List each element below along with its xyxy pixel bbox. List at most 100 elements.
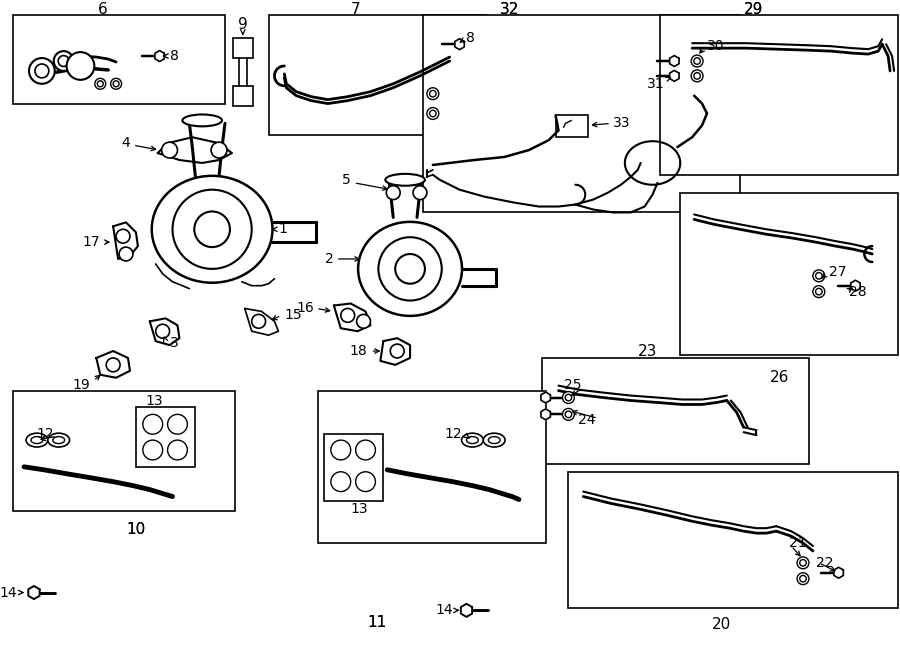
Circle shape xyxy=(356,315,371,329)
Circle shape xyxy=(341,309,355,323)
Text: 29: 29 xyxy=(743,2,763,17)
Circle shape xyxy=(694,58,700,64)
Ellipse shape xyxy=(489,437,500,444)
Ellipse shape xyxy=(53,437,65,444)
Circle shape xyxy=(797,572,809,584)
Bar xyxy=(555,116,589,137)
Bar xyxy=(233,38,253,58)
Text: 13: 13 xyxy=(146,393,164,408)
Text: 14: 14 xyxy=(435,603,453,617)
Circle shape xyxy=(167,414,187,434)
Circle shape xyxy=(58,56,69,67)
Ellipse shape xyxy=(31,437,43,444)
Text: 2: 2 xyxy=(325,252,334,266)
Circle shape xyxy=(143,440,163,460)
Ellipse shape xyxy=(483,433,505,447)
Circle shape xyxy=(116,229,130,243)
Circle shape xyxy=(813,286,824,297)
Circle shape xyxy=(800,560,806,566)
Circle shape xyxy=(119,247,133,261)
Circle shape xyxy=(194,212,230,247)
Bar xyxy=(14,15,225,104)
Ellipse shape xyxy=(48,433,69,447)
Text: 26: 26 xyxy=(770,370,789,385)
Circle shape xyxy=(562,408,574,420)
Ellipse shape xyxy=(466,437,479,444)
Text: 12: 12 xyxy=(445,427,463,441)
Ellipse shape xyxy=(358,222,462,316)
Bar xyxy=(233,86,253,106)
Ellipse shape xyxy=(183,114,222,126)
Circle shape xyxy=(356,440,375,460)
Circle shape xyxy=(694,73,700,79)
Bar xyxy=(136,407,195,467)
Text: 13: 13 xyxy=(351,502,368,516)
Polygon shape xyxy=(850,280,860,291)
Circle shape xyxy=(691,55,703,67)
Circle shape xyxy=(427,88,439,100)
Circle shape xyxy=(94,79,105,89)
Circle shape xyxy=(167,440,187,460)
Circle shape xyxy=(813,270,824,282)
Circle shape xyxy=(331,440,351,460)
Polygon shape xyxy=(834,567,843,578)
Polygon shape xyxy=(454,39,464,50)
Circle shape xyxy=(562,391,574,403)
Circle shape xyxy=(212,142,227,158)
Circle shape xyxy=(413,186,427,200)
Text: 30: 30 xyxy=(707,39,724,53)
Bar xyxy=(324,434,383,502)
Text: 31: 31 xyxy=(647,77,664,91)
Circle shape xyxy=(54,51,74,71)
Text: 27: 27 xyxy=(829,265,846,279)
Text: 10: 10 xyxy=(126,522,146,537)
Text: 1: 1 xyxy=(278,222,287,236)
Polygon shape xyxy=(670,71,679,81)
Text: 21: 21 xyxy=(789,536,806,550)
Polygon shape xyxy=(541,392,551,403)
Text: 32: 32 xyxy=(500,2,518,17)
Circle shape xyxy=(395,254,425,284)
Text: 6: 6 xyxy=(98,2,108,17)
Ellipse shape xyxy=(462,433,483,447)
Text: 5: 5 xyxy=(342,173,351,187)
Circle shape xyxy=(156,325,169,338)
Text: 12: 12 xyxy=(36,427,54,441)
Text: 16: 16 xyxy=(296,301,314,315)
Text: 22: 22 xyxy=(816,556,833,570)
Circle shape xyxy=(162,142,177,158)
Text: 17: 17 xyxy=(83,235,100,249)
Bar xyxy=(680,192,898,355)
Circle shape xyxy=(386,186,400,200)
Text: 24: 24 xyxy=(578,413,595,427)
Polygon shape xyxy=(155,51,165,61)
Bar xyxy=(423,15,740,212)
Text: 19: 19 xyxy=(73,377,90,392)
Text: 14: 14 xyxy=(0,586,17,600)
Circle shape xyxy=(173,190,252,269)
Circle shape xyxy=(427,108,439,120)
Circle shape xyxy=(391,344,404,358)
Text: 29: 29 xyxy=(743,2,763,17)
Circle shape xyxy=(97,81,104,87)
Polygon shape xyxy=(541,409,551,420)
Circle shape xyxy=(800,575,806,582)
Circle shape xyxy=(429,91,436,97)
Ellipse shape xyxy=(152,176,273,283)
Polygon shape xyxy=(670,56,679,67)
Text: 4: 4 xyxy=(122,136,130,150)
Circle shape xyxy=(29,58,55,84)
Circle shape xyxy=(67,52,94,80)
Circle shape xyxy=(691,70,703,82)
Text: 15: 15 xyxy=(284,309,302,323)
Polygon shape xyxy=(461,603,472,617)
Text: 8: 8 xyxy=(466,31,475,45)
Bar xyxy=(14,391,235,512)
Circle shape xyxy=(565,411,572,418)
Bar xyxy=(318,391,545,543)
Text: 18: 18 xyxy=(350,344,367,358)
Ellipse shape xyxy=(385,174,425,186)
Bar xyxy=(542,358,809,464)
Text: 9: 9 xyxy=(238,17,248,32)
Text: 11: 11 xyxy=(368,615,387,630)
